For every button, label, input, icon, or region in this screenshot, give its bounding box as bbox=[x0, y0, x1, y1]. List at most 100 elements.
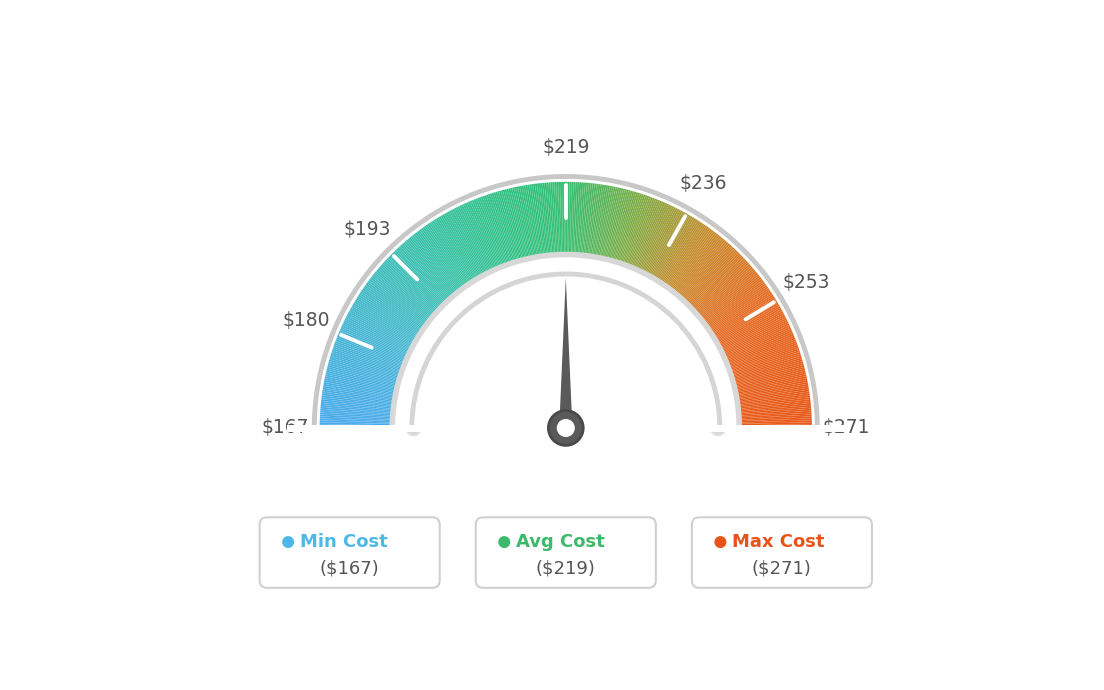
Wedge shape bbox=[400, 245, 450, 300]
Wedge shape bbox=[628, 199, 657, 268]
Text: ($167): ($167) bbox=[320, 559, 380, 577]
Wedge shape bbox=[336, 339, 405, 367]
Wedge shape bbox=[713, 299, 777, 339]
Wedge shape bbox=[686, 251, 739, 305]
Wedge shape bbox=[329, 357, 401, 380]
Wedge shape bbox=[340, 328, 408, 359]
Wedge shape bbox=[321, 403, 394, 412]
Wedge shape bbox=[692, 261, 747, 312]
Text: Avg Cost: Avg Cost bbox=[517, 533, 605, 551]
Wedge shape bbox=[434, 219, 475, 282]
Text: Min Cost: Min Cost bbox=[300, 533, 388, 551]
Wedge shape bbox=[328, 361, 400, 382]
Wedge shape bbox=[689, 255, 743, 308]
Wedge shape bbox=[346, 316, 412, 351]
Wedge shape bbox=[737, 399, 810, 409]
Wedge shape bbox=[514, 187, 531, 259]
Wedge shape bbox=[583, 183, 593, 257]
Wedge shape bbox=[535, 184, 545, 257]
Wedge shape bbox=[507, 188, 526, 261]
Wedge shape bbox=[516, 186, 532, 259]
Wedge shape bbox=[736, 386, 808, 400]
Wedge shape bbox=[393, 255, 739, 428]
Wedge shape bbox=[585, 184, 595, 257]
Wedge shape bbox=[320, 422, 393, 425]
Wedge shape bbox=[737, 407, 811, 415]
Wedge shape bbox=[597, 186, 612, 259]
Wedge shape bbox=[343, 322, 411, 355]
Wedge shape bbox=[518, 186, 533, 259]
Wedge shape bbox=[615, 193, 638, 263]
Wedge shape bbox=[714, 303, 778, 342]
Wedge shape bbox=[320, 405, 394, 413]
Wedge shape bbox=[688, 254, 741, 307]
Wedge shape bbox=[729, 346, 798, 372]
Wedge shape bbox=[732, 361, 804, 382]
Wedge shape bbox=[392, 253, 445, 306]
Wedge shape bbox=[619, 194, 644, 264]
Wedge shape bbox=[363, 286, 425, 330]
Wedge shape bbox=[337, 337, 405, 366]
Wedge shape bbox=[651, 214, 689, 279]
Wedge shape bbox=[715, 304, 779, 342]
Wedge shape bbox=[598, 186, 614, 259]
Wedge shape bbox=[330, 354, 401, 377]
Wedge shape bbox=[664, 226, 708, 287]
Wedge shape bbox=[321, 395, 395, 406]
Wedge shape bbox=[385, 259, 440, 310]
Wedge shape bbox=[371, 275, 431, 322]
Wedge shape bbox=[402, 244, 452, 299]
Wedge shape bbox=[331, 350, 402, 375]
Wedge shape bbox=[443, 214, 480, 279]
Wedge shape bbox=[735, 378, 807, 394]
Circle shape bbox=[556, 419, 575, 437]
Wedge shape bbox=[679, 242, 729, 299]
Wedge shape bbox=[347, 315, 413, 350]
Wedge shape bbox=[711, 295, 774, 335]
Wedge shape bbox=[526, 185, 539, 258]
Wedge shape bbox=[342, 323, 410, 356]
Wedge shape bbox=[709, 290, 771, 332]
Wedge shape bbox=[626, 197, 652, 266]
Wedge shape bbox=[556, 182, 561, 255]
Wedge shape bbox=[332, 348, 403, 373]
Wedge shape bbox=[588, 184, 601, 257]
Wedge shape bbox=[369, 279, 428, 324]
Wedge shape bbox=[456, 207, 490, 274]
Wedge shape bbox=[667, 229, 712, 289]
Wedge shape bbox=[739, 424, 811, 426]
Wedge shape bbox=[680, 244, 730, 299]
Wedge shape bbox=[337, 335, 406, 364]
Wedge shape bbox=[457, 206, 491, 273]
Wedge shape bbox=[415, 233, 461, 292]
Wedge shape bbox=[739, 415, 811, 420]
Wedge shape bbox=[682, 246, 733, 302]
Wedge shape bbox=[648, 211, 684, 277]
Wedge shape bbox=[684, 248, 735, 303]
Wedge shape bbox=[728, 343, 797, 370]
Wedge shape bbox=[440, 215, 479, 279]
Wedge shape bbox=[728, 341, 797, 368]
Wedge shape bbox=[537, 184, 546, 257]
Wedge shape bbox=[608, 190, 629, 261]
Wedge shape bbox=[647, 210, 682, 276]
Wedge shape bbox=[485, 195, 510, 265]
Wedge shape bbox=[616, 193, 640, 264]
Wedge shape bbox=[470, 201, 500, 269]
Wedge shape bbox=[576, 182, 583, 256]
Wedge shape bbox=[722, 325, 790, 357]
Wedge shape bbox=[719, 313, 784, 348]
Wedge shape bbox=[580, 183, 587, 256]
Wedge shape bbox=[723, 328, 792, 359]
Wedge shape bbox=[723, 326, 790, 358]
Wedge shape bbox=[736, 395, 810, 406]
Text: $167: $167 bbox=[262, 419, 309, 437]
Wedge shape bbox=[719, 315, 785, 350]
Wedge shape bbox=[708, 288, 769, 331]
Wedge shape bbox=[730, 350, 800, 375]
Wedge shape bbox=[671, 233, 719, 293]
Wedge shape bbox=[701, 275, 761, 322]
Wedge shape bbox=[321, 401, 394, 411]
Wedge shape bbox=[629, 199, 658, 268]
Wedge shape bbox=[413, 233, 460, 293]
